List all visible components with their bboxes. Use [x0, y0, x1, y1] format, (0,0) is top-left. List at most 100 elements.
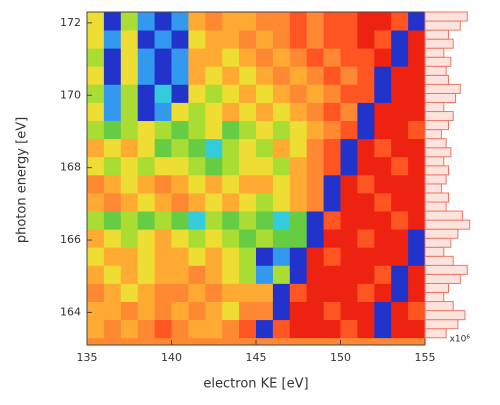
- heat-cell: [87, 192, 105, 212]
- heat-cell: [188, 283, 206, 302]
- heat-cell: [289, 247, 308, 266]
- heat-cell: [103, 66, 122, 85]
- heat-cell: [103, 319, 122, 339]
- heat-cell: [256, 156, 274, 176]
- heat-cell: [188, 319, 206, 339]
- heat-cell: [103, 120, 122, 140]
- heat-cell: [357, 192, 375, 212]
- heat-cell: [340, 66, 358, 85]
- histogram-bar: [424, 264, 468, 275]
- heat-cell: [154, 229, 172, 248]
- heat-cell: [391, 319, 409, 339]
- heat-cell: [137, 12, 155, 31]
- heat-cell: [272, 319, 291, 339]
- heat-cell: [391, 48, 409, 67]
- heat-cell: [120, 229, 139, 248]
- heat-cell: [171, 211, 189, 230]
- heat-cell: [289, 229, 308, 248]
- histogram-bar: [424, 138, 447, 149]
- heat-cell: [154, 84, 172, 103]
- heat-cell: [289, 265, 308, 284]
- heat-cell: [374, 120, 392, 140]
- heat-cell: [120, 66, 139, 85]
- heat-cell: [154, 247, 172, 266]
- heat-cell: [188, 66, 206, 85]
- heat-cell: [391, 138, 409, 158]
- heat-cell: [357, 319, 375, 339]
- heat-cell: [188, 247, 206, 266]
- heat-cell: [103, 138, 122, 158]
- heat-cell: [374, 156, 392, 176]
- heat-cell: [103, 156, 122, 176]
- heat-cell: [137, 283, 155, 302]
- heat-cell: [374, 229, 392, 248]
- heat-cell: [171, 265, 189, 284]
- heat-cell: [408, 301, 426, 321]
- heat-cell: [272, 120, 291, 140]
- heat-cell: [222, 283, 240, 302]
- heat-cell: [408, 229, 426, 248]
- heat-cell: [374, 192, 392, 212]
- histogram-bar: [424, 129, 442, 140]
- heat-cell: [103, 192, 122, 212]
- heat-cell: [340, 192, 358, 212]
- heat-cell: [188, 102, 206, 121]
- heat-cell: [289, 192, 308, 212]
- heat-cell: [340, 120, 358, 140]
- heat-cell: [391, 156, 409, 176]
- heat-cell: [408, 247, 426, 266]
- heat-cell: [120, 48, 139, 67]
- heat-cell: [222, 174, 240, 194]
- histogram-bar: [424, 56, 452, 67]
- heat-cell: [137, 192, 155, 212]
- heat-cell: [222, 247, 240, 266]
- heat-cell: [137, 138, 155, 158]
- heat-cell: [171, 319, 189, 339]
- heat-cell: [374, 66, 392, 85]
- heat-cell: [272, 84, 291, 103]
- x-tick-label: 140: [161, 351, 182, 364]
- heat-cell: [306, 30, 324, 49]
- histogram-bar: [424, 192, 449, 203]
- heat-cell: [205, 138, 223, 158]
- heat-cell: [340, 156, 358, 176]
- y-tick-label: 166: [60, 233, 81, 246]
- heat-cell: [391, 192, 409, 212]
- heat-cell: [239, 84, 257, 103]
- heat-cell: [222, 102, 240, 121]
- heat-cell: [87, 30, 105, 49]
- y-tick-label: 172: [60, 16, 81, 29]
- heat-cell: [120, 156, 139, 176]
- histogram-bar: [424, 219, 471, 230]
- heat-cell: [171, 283, 189, 302]
- heat-cell: [408, 138, 426, 158]
- heat-cell: [137, 319, 155, 339]
- heat-cell: [87, 211, 105, 230]
- heat-cell: [323, 30, 341, 49]
- heat-cell: [289, 120, 308, 140]
- x-tick-label: 145: [246, 351, 267, 364]
- heat-cell: [357, 102, 375, 121]
- heat-cell: [154, 12, 172, 31]
- heat-cell: [340, 211, 358, 230]
- heat-cell: [120, 211, 139, 230]
- heat-cell: [391, 265, 409, 284]
- histogram-bar: [424, 111, 454, 122]
- heat-cell: [256, 174, 274, 194]
- heat-cell: [289, 301, 308, 321]
- heat-cell: [239, 301, 257, 321]
- heat-cell: [222, 66, 240, 85]
- heat-cell: [120, 174, 139, 194]
- heat-cell: [357, 120, 375, 140]
- heat-cell: [256, 319, 274, 339]
- heat-cell: [87, 229, 105, 248]
- heat-cell: [171, 120, 189, 140]
- heat-cell: [188, 138, 206, 158]
- heat-cell: [374, 211, 392, 230]
- heat-cell: [120, 301, 139, 321]
- heat-cell: [239, 192, 257, 212]
- y-tick-label: 168: [60, 161, 81, 174]
- heat-cell: [256, 30, 274, 49]
- heat-cell: [239, 30, 257, 49]
- heat-cell: [222, 120, 240, 140]
